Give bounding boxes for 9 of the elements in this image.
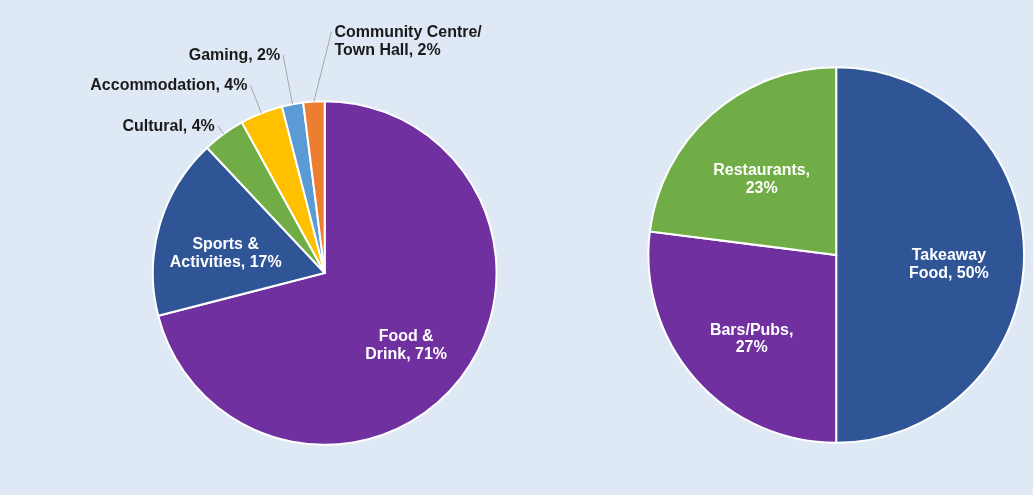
slice-label: Accommodation, 4% <box>90 76 248 94</box>
slice-label: Community Centre/ Town Hall, 2% <box>334 22 483 58</box>
slice-label: Sports & Activities, 17% <box>169 235 282 271</box>
slice-label: Gaming, 2% <box>188 46 281 64</box>
slice-label: Takeaway Food, 50% <box>908 245 989 281</box>
slice-label: Cultural, 4% <box>122 116 215 134</box>
slice-label: Restaurants, 23% <box>713 161 811 197</box>
slice-label: Food & Drink, 71% <box>365 327 447 363</box>
slice-label: Bars/Pubs, 27% <box>709 320 794 356</box>
